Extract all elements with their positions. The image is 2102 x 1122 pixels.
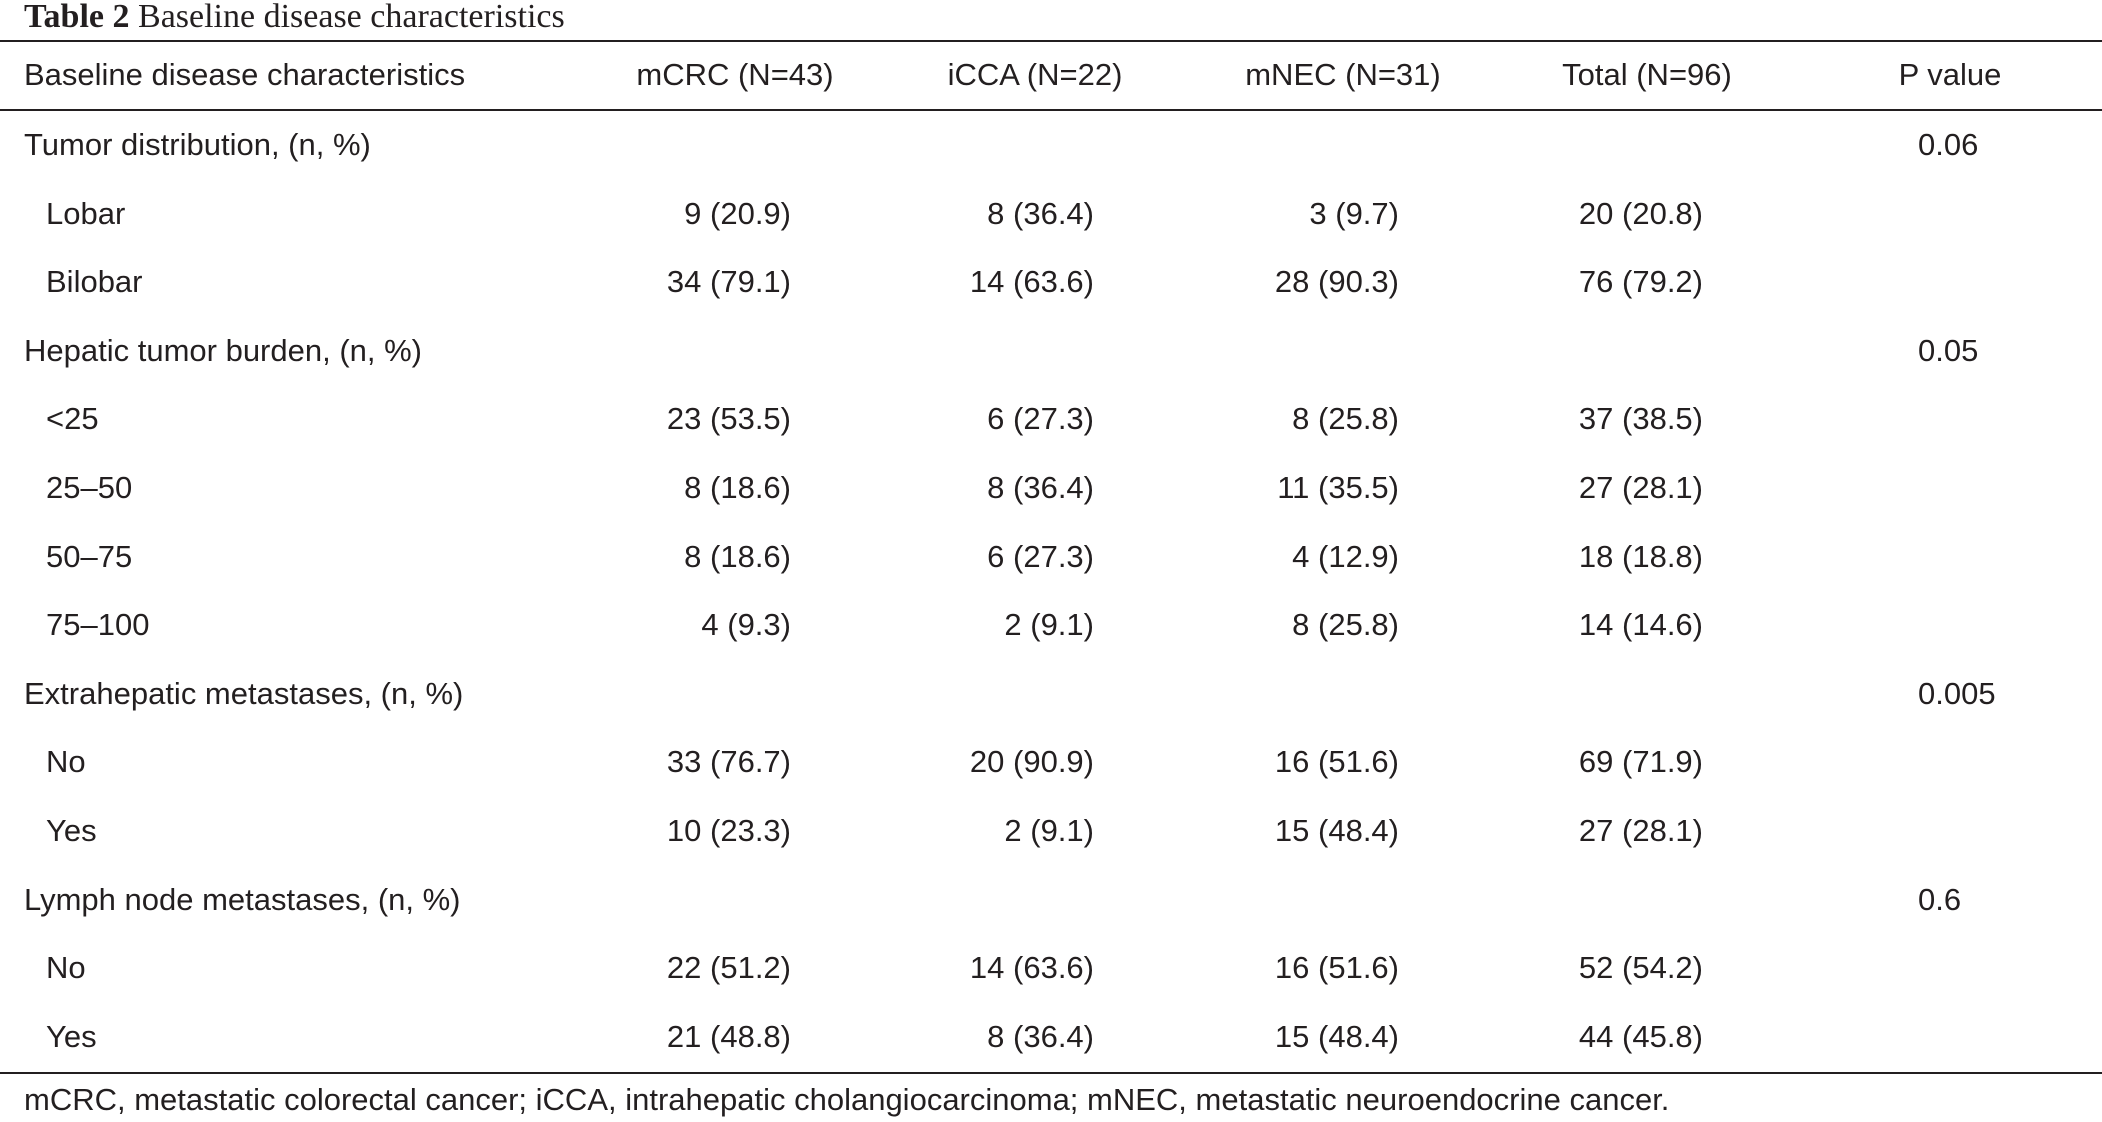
header-characteristic: Baseline disease characteristics — [24, 57, 466, 92]
table-row: No 22 (51.2) 14 (63.6) 16 (51.6) 52 (54.2) — [0, 934, 2102, 1002]
cell-mnec: 11 (35.5) — [1277, 470, 1399, 505]
cell-total: 27 (28.1) — [1578, 813, 1703, 848]
cell-icca: 8 (36.4) — [987, 195, 1094, 231]
cell-icca: 2 (9.1) — [1004, 813, 1094, 848]
cell-icca: 8 (36.4) — [987, 470, 1094, 505]
cell-icca: 6 (27.3) — [987, 538, 1094, 574]
cell-mnec: 16 (51.6) — [1274, 744, 1399, 780]
cell-mnec: 15 (48.4) — [1274, 1018, 1399, 1054]
group-label: Extrahepatic metastases, (n, %) — [24, 675, 464, 711]
cell-total: 69 (71.9) — [1578, 744, 1703, 780]
table-row: No 33 (76.7) 20 (90.9) 16 (51.6) 69 (71.9) — [0, 728, 2102, 796]
cell-total: 44 (45.8) — [1578, 1018, 1703, 1054]
row-label: <25 — [46, 401, 99, 437]
cell-icca: 14 (63.6) — [969, 264, 1094, 300]
cell-mnec: 3 (9.7) — [1309, 195, 1399, 231]
row-label: Yes — [46, 1018, 97, 1054]
row-label: 75–100 — [46, 607, 150, 643]
table-footnote: mCRC, metastatic colorectal cancer; iCCA… — [24, 1082, 1670, 1117]
cell-total: 27 (28.1) — [1578, 470, 1703, 505]
row-label: 50–75 — [46, 538, 133, 574]
table-group-row: Lymph node metastases, (n, %) 0.6 — [0, 866, 2102, 934]
table-row: Yes 21 (48.8) 8 (36.4) 15 (48.4) 44 (45.8) — [0, 1003, 2102, 1071]
header-rule — [0, 109, 2102, 111]
table-row: Bilobar 34 (79.1) 14 (63.6) 28 (90.3) 76 (79… — [0, 248, 2102, 316]
cell-mnec: 28 (90.3) — [1274, 264, 1399, 300]
cell-p-value: 0.6 — [1918, 881, 1962, 917]
cell-mcrc: 21 (48.8) — [666, 1018, 791, 1054]
header-mcrc: mCRC (N=43) — [636, 57, 834, 92]
cell-total: 76 (79.2) — [1578, 264, 1703, 300]
table-group-row: Hepatic tumor burden, (n, %) 0.05 — [0, 317, 2102, 385]
group-label: Lymph node metastases, (n, %) — [24, 881, 461, 917]
cell-mnec: 8 (25.8) — [1292, 607, 1399, 643]
row-label: No — [46, 744, 86, 780]
row-label: 25–50 — [46, 470, 133, 505]
cell-icca: 20 (90.9) — [969, 744, 1094, 780]
table-row: <25 23 (53.5) 6 (27.3) 8 (25.8) 37 (38.5) — [0, 385, 2102, 453]
cell-mcrc: 10 (23.3) — [666, 813, 791, 848]
cell-mcrc: 4 (9.3) — [701, 607, 791, 643]
row-label: Lobar — [46, 195, 126, 231]
group-label: Tumor distribution, (n, %) — [24, 127, 371, 162]
table-header-row: Baseline disease characteristics mCRC (N… — [0, 41, 2102, 109]
table-caption: Table 2 Baseline disease characteristics — [24, 0, 565, 38]
row-label: Bilobar — [46, 264, 143, 300]
table-row: 75–100 4 (9.3) 2 (9.1) 8 (25.8) 14 (14.6) — [0, 591, 2102, 659]
cell-p-value: 0.005 — [1918, 675, 1996, 711]
top-rule — [0, 40, 2102, 42]
bottom-rule — [0, 1072, 2102, 1074]
cell-mnec: 8 (25.8) — [1292, 401, 1399, 437]
row-label: Yes — [46, 813, 97, 848]
table-row: 50–75 8 (18.6) 6 (27.3) 4 (12.9) 18 (18.8) — [0, 523, 2102, 591]
table-row: Lobar 9 (20.9) 8 (36.4) 3 (9.7) 20 (20.8) — [0, 180, 2102, 248]
cell-total: 18 (18.8) — [1578, 538, 1703, 574]
table-group-row: Extrahepatic metastases, (n, %) 0.005 — [0, 660, 2102, 728]
cell-total: 14 (14.6) — [1578, 607, 1703, 643]
cell-mcrc: 23 (53.5) — [666, 401, 791, 437]
cell-p-value: 0.06 — [1918, 127, 1979, 162]
cell-mcrc: 33 (76.7) — [666, 744, 791, 780]
group-label: Hepatic tumor burden, (n, %) — [24, 332, 423, 368]
cell-mnec: 4 (12.9) — [1292, 538, 1399, 574]
table-number: Table 2 — [24, 0, 130, 35]
cell-mnec: 15 (48.4) — [1274, 813, 1399, 848]
table-group-row: Tumor distribution, (n, %) 0.06 — [0, 111, 2102, 179]
table-title: Baseline disease characteristics — [138, 0, 565, 35]
cell-total: 20 (20.8) — [1578, 195, 1703, 231]
table-row: 25–50 8 (18.6) 8 (36.4) 11 (35.5) 27 (28.1) — [0, 454, 2102, 522]
row-label: No — [46, 950, 86, 986]
cell-total: 52 (54.2) — [1578, 950, 1703, 986]
cell-icca: 2 (9.1) — [1004, 607, 1094, 643]
header-p-value: P value — [1898, 57, 2002, 92]
header-icca: iCCA (N=22) — [947, 57, 1123, 92]
cell-icca: 14 (63.6) — [969, 950, 1094, 986]
cell-mcrc: 8 (18.6) — [684, 538, 791, 574]
cell-total: 37 (38.5) — [1578, 401, 1703, 437]
cell-mcrc: 8 (18.6) — [684, 470, 791, 505]
cell-icca: 8 (36.4) — [987, 1018, 1094, 1054]
table-row: Yes 10 (23.3) 2 (9.1) 15 (48.4) 27 (28.1) — [0, 797, 2102, 865]
header-total: Total (N=96) — [1562, 57, 1732, 92]
cell-icca: 6 (27.3) — [987, 401, 1094, 437]
cell-mcrc: 34 (79.1) — [666, 264, 791, 300]
header-mnec: mNEC (N=31) — [1245, 57, 1441, 92]
cell-mcrc: 9 (20.9) — [684, 195, 791, 231]
cell-p-value: 0.05 — [1918, 332, 1979, 368]
cell-mcrc: 22 (51.2) — [666, 950, 791, 986]
cell-mnec: 16 (51.6) — [1274, 950, 1399, 986]
